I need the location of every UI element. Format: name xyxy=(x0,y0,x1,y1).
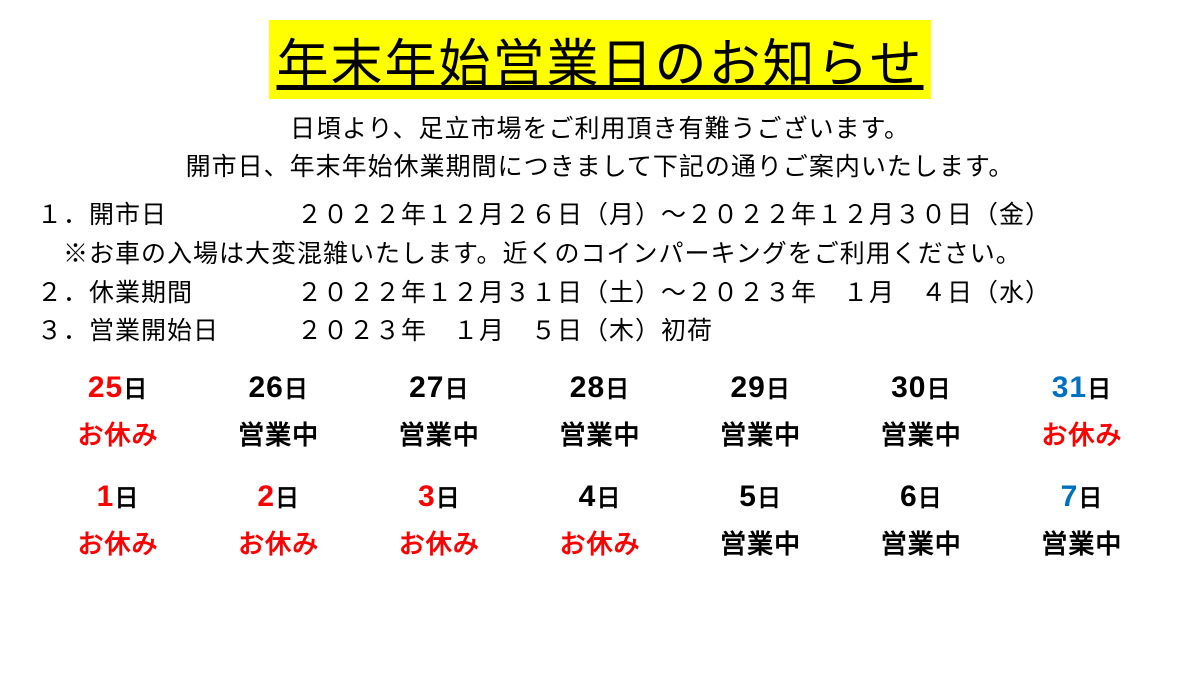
calendar-day-suffix: 日 xyxy=(766,376,791,403)
calendar-date: 30日 xyxy=(891,369,951,405)
calendar-day-number: 6 xyxy=(900,480,918,513)
calendar-cell: 26日営業中 xyxy=(204,369,354,452)
calendar-date: 31日 xyxy=(1052,369,1112,405)
calendar-date: 2日 xyxy=(257,478,300,514)
calendar-cell: 7日営業中 xyxy=(1007,478,1157,561)
calendar-date: 27日 xyxy=(409,369,469,405)
calendar-status: お休み xyxy=(77,524,158,561)
info-line: １．開市日 ２０２２年１２月２６日（月）～２０２２年１２月３０日（金） xyxy=(37,196,1165,235)
calendar-cell: 29日営業中 xyxy=(686,369,836,452)
calendar-date: 1日 xyxy=(97,478,140,514)
calendar-date: 5日 xyxy=(739,478,782,514)
calendar-date: 29日 xyxy=(730,369,790,405)
calendar-cell: 3日お休み xyxy=(364,478,514,561)
calendar-day-suffix: 日 xyxy=(284,376,309,403)
info-line: ３．営業開始日 ２０２３年 １月 ５日（木）初荷 xyxy=(37,312,1165,351)
calendar-status: 営業中 xyxy=(559,415,640,452)
calendar-status: 営業中 xyxy=(881,524,962,561)
calendar-day-number: 30 xyxy=(891,371,926,404)
calendar-day-suffix: 日 xyxy=(926,376,951,403)
calendar-status: 営業中 xyxy=(238,415,319,452)
calendar-day-suffix: 日 xyxy=(1087,376,1112,403)
calendar-day-suffix: 日 xyxy=(1078,485,1103,512)
info-line: ※お車の入場は大変混雑いたします。近くのコインパーキングをご利用ください。 xyxy=(37,235,1165,274)
calendar-status: お休み xyxy=(1041,415,1122,452)
page-container: 年末年始営業日のお知らせ 日頃より、足立市場をご利用頂き有難うございます。 開市… xyxy=(0,0,1200,581)
info-block: １．開市日 ２０２２年１２月２６日（月）～２０２２年１２月３０日（金） ※お車の… xyxy=(35,196,1165,351)
calendar-status: 営業中 xyxy=(720,524,801,561)
calendar-status: お休み xyxy=(559,524,640,561)
calendar-grid: 25日お休み26日営業中27日営業中28日営業中29日営業中30日営業中31日お… xyxy=(35,369,1165,561)
calendar-row: 25日お休み26日営業中27日営業中28日営業中29日営業中30日営業中31日お… xyxy=(35,369,1165,452)
calendar-day-suffix: 日 xyxy=(123,376,148,403)
calendar-date: 28日 xyxy=(570,369,630,405)
calendar-day-number: 26 xyxy=(248,371,283,404)
calendar-day-suffix: 日 xyxy=(445,376,470,403)
calendar-day-suffix: 日 xyxy=(605,376,630,403)
calendar-day-suffix: 日 xyxy=(114,485,139,512)
intro-line: 日頃より、足立市場をご利用頂き有難うございます。 xyxy=(35,111,1165,149)
info-line: ２．休業期間 ２０２２年１２月３１日（土）～２０２３年 １月 ４日（水） xyxy=(37,274,1165,313)
calendar-day-number: 27 xyxy=(409,371,444,404)
intro-line: 開市日、年末年始休業期間につきまして下記の通りご案内いたします。 xyxy=(35,149,1165,187)
intro-block: 日頃より、足立市場をご利用頂き有難うございます。 開市日、年末年始休業期間につき… xyxy=(35,111,1165,186)
calendar-day-suffix: 日 xyxy=(436,485,461,512)
calendar-day-number: 25 xyxy=(88,371,123,404)
calendar-day-suffix: 日 xyxy=(275,485,300,512)
calendar-day-number: 1 xyxy=(97,480,115,513)
calendar-status: 営業中 xyxy=(1041,524,1122,561)
calendar-status: お休み xyxy=(399,524,480,561)
calendar-day-number: 29 xyxy=(730,371,765,404)
calendar-date: 4日 xyxy=(579,478,622,514)
title-wrap: 年末年始営業日のお知らせ xyxy=(35,20,1165,99)
calendar-day-suffix: 日 xyxy=(596,485,621,512)
calendar-cell: 1日お休み xyxy=(43,478,193,561)
calendar-date: 25日 xyxy=(88,369,148,405)
calendar-cell: 4日お休み xyxy=(525,478,675,561)
calendar-cell: 5日営業中 xyxy=(686,478,836,561)
calendar-day-number: 7 xyxy=(1061,480,1079,513)
calendar-status: 営業中 xyxy=(399,415,480,452)
calendar-date: 6日 xyxy=(900,478,943,514)
calendar-cell: 28日営業中 xyxy=(525,369,675,452)
calendar-day-number: 2 xyxy=(257,480,275,513)
calendar-day-suffix: 日 xyxy=(918,485,943,512)
calendar-cell: 27日営業中 xyxy=(364,369,514,452)
calendar-cell: 25日お休み xyxy=(43,369,193,452)
calendar-day-number: 28 xyxy=(570,371,605,404)
calendar-cell: 6日営業中 xyxy=(846,478,996,561)
calendar-status: お休み xyxy=(77,415,158,452)
calendar-day-number: 3 xyxy=(418,480,436,513)
page-title: 年末年始営業日のお知らせ xyxy=(269,20,932,99)
calendar-date: 26日 xyxy=(248,369,308,405)
calendar-status: 営業中 xyxy=(881,415,962,452)
calendar-status: お休み xyxy=(238,524,319,561)
calendar-cell: 2日お休み xyxy=(204,478,354,561)
calendar-date: 3日 xyxy=(418,478,461,514)
calendar-row: 1日お休み2日お休み3日お休み4日お休み5日営業中6日営業中7日営業中 xyxy=(35,478,1165,561)
calendar-date: 7日 xyxy=(1061,478,1104,514)
calendar-status: 営業中 xyxy=(720,415,801,452)
calendar-day-number: 4 xyxy=(579,480,597,513)
calendar-day-suffix: 日 xyxy=(757,485,782,512)
calendar-day-number: 5 xyxy=(739,480,757,513)
calendar-cell: 31日お休み xyxy=(1007,369,1157,452)
calendar-day-number: 31 xyxy=(1052,371,1087,404)
calendar-cell: 30日営業中 xyxy=(846,369,996,452)
